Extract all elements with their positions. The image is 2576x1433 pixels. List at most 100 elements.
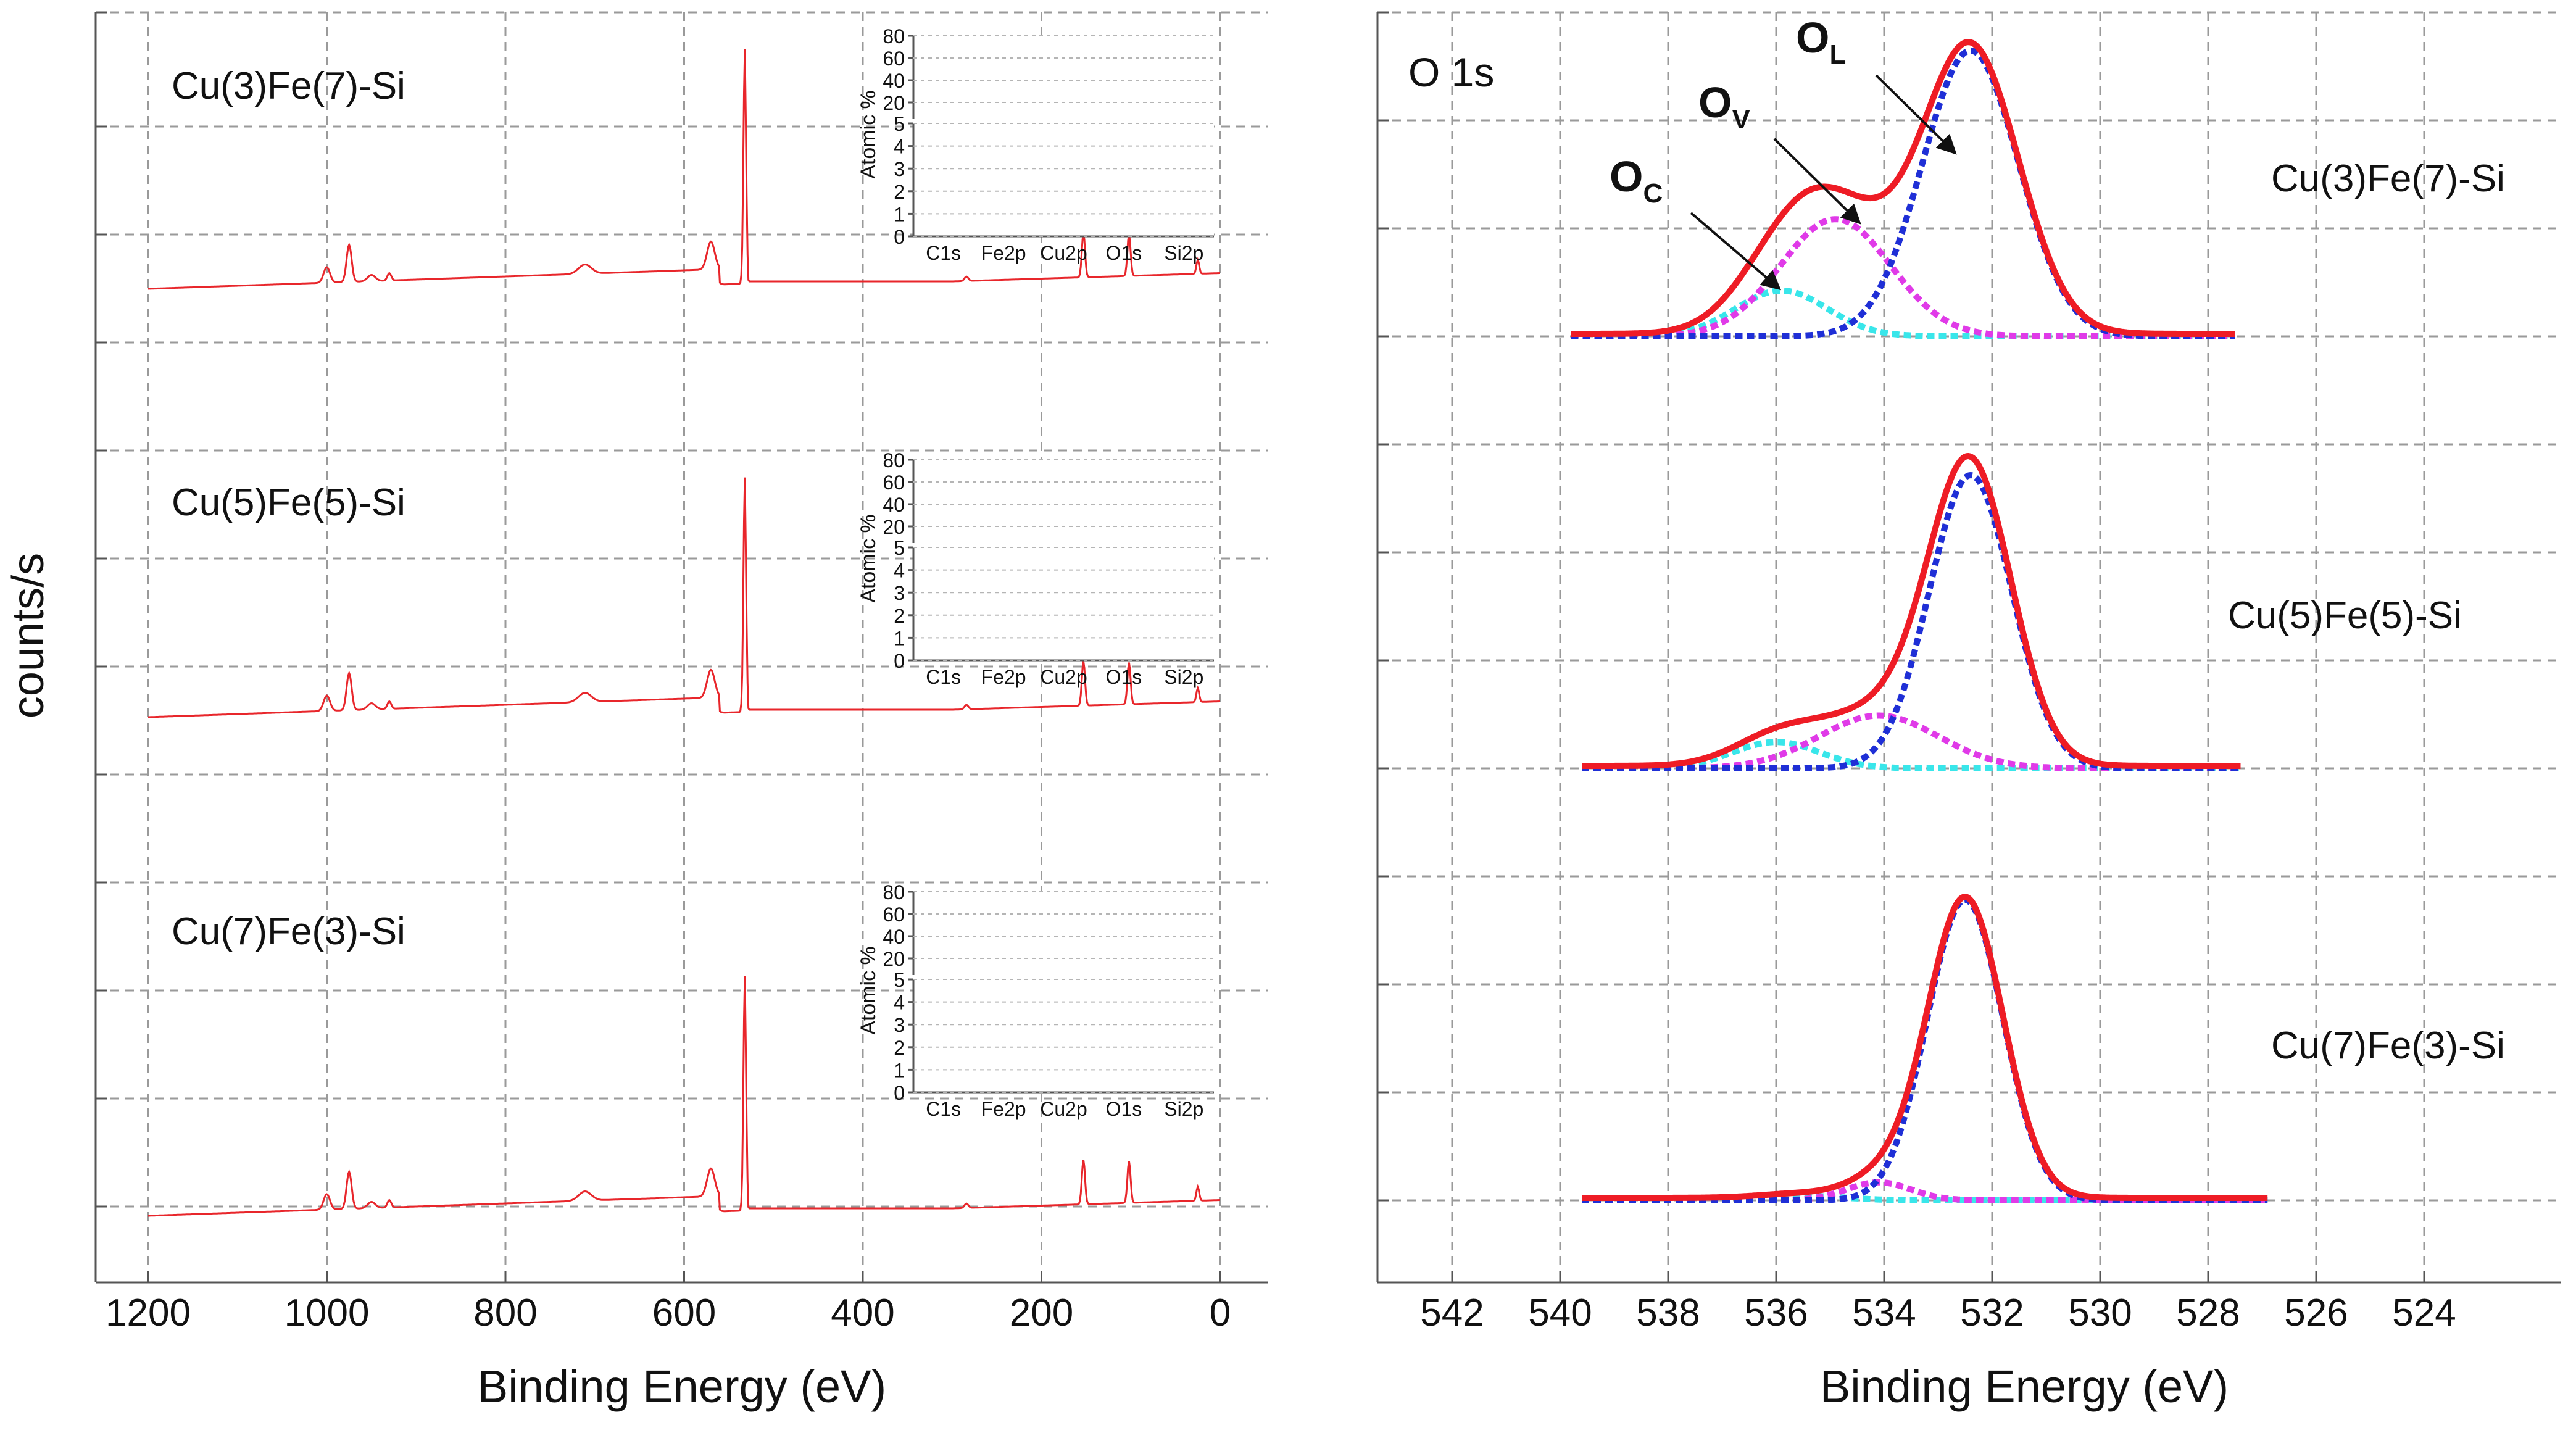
inset-y-tick-label: 20 — [883, 948, 905, 970]
inset-y-tick-label: 60 — [883, 48, 905, 70]
o1s-annotation-subscript: C — [1643, 178, 1663, 209]
o1s-component-o_c — [1582, 1192, 2268, 1203]
inset-category-label: Si2p — [1164, 242, 1203, 264]
inset-y-axis-label: Atomic % — [857, 90, 880, 179]
survey-series-label: Cu(3)Fe(7)-Si — [172, 65, 405, 107]
inset-y-tick-label: 2 — [894, 1037, 905, 1059]
inset-y-tick-label: 1 — [894, 1059, 905, 1081]
inset-category-label: C1s — [926, 666, 961, 688]
o1s-annotation-main: O — [1698, 78, 1732, 127]
inset-background — [913, 460, 1214, 660]
inset-y-tick-label: 0 — [894, 226, 905, 248]
o1s-annotation-label: OV — [1698, 78, 1750, 135]
o1s-x-tick-label: 534 — [1852, 1292, 1916, 1334]
survey-x-tick-label: 200 — [1010, 1292, 1073, 1334]
inset-y-tick-label: 60 — [883, 471, 905, 494]
survey-x-tick-label: 1000 — [285, 1292, 370, 1334]
o1s-x-tick-label: 542 — [1420, 1292, 1484, 1334]
survey-spectrum-line — [147, 49, 1220, 290]
inset-y-tick-label: 4 — [894, 992, 905, 1014]
inset-y-tick-label: 4 — [894, 136, 905, 158]
o1s-annotation-main: O — [1796, 14, 1829, 62]
inset-y-tick-label: 2 — [894, 181, 905, 203]
inset-y-tick-label: 80 — [883, 25, 905, 48]
grid-layer — [96, 11, 2561, 1282]
survey-spectrum-line — [148, 477, 1220, 718]
inset-category-label: Fe2p — [981, 1098, 1026, 1120]
inset-category-label: Cu2p — [1040, 242, 1087, 264]
o1s-panel-title: O 1s — [1408, 49, 1494, 95]
o1s-envelope-line — [1582, 452, 2241, 769]
o1s-envelope-line — [1582, 894, 2268, 1201]
inset-y-tick-label: 1 — [894, 627, 905, 649]
survey-series-label: Cu(7)Fe(3)-Si — [172, 910, 405, 953]
inset-y-tick-label: 3 — [894, 1014, 905, 1036]
inset-y-tick-label: 1 — [894, 203, 905, 225]
survey-spectrum-line — [148, 976, 1220, 1217]
survey-series-label: Cu(5)Fe(5)-Si — [172, 481, 405, 524]
o1s-annotation-label: OC — [1610, 152, 1663, 209]
inset-category-label: O1s — [1106, 666, 1142, 688]
inset-y-tick-label: 0 — [894, 1082, 905, 1104]
o1s-component-o_l — [1571, 47, 2235, 339]
inset-y-tick-label: 40 — [883, 70, 905, 92]
o1s-annotation-arrow — [1875, 74, 1957, 155]
o1s-component-o_v — [1571, 216, 2235, 339]
inset-category-label: O1s — [1106, 242, 1142, 264]
inset-category-label: C1s — [926, 242, 961, 264]
inset-y-tick-label: 60 — [883, 903, 905, 926]
o1s-annotation-arrow — [1690, 212, 1782, 291]
o1s-x-tick-label: 524 — [2392, 1292, 2456, 1334]
inset-y-tick-label: 40 — [883, 494, 905, 516]
survey-x-tick-label: 600 — [652, 1292, 716, 1334]
inset-category-label: C1s — [926, 1098, 961, 1120]
o1s-annotation-main: O — [1610, 152, 1643, 201]
o1s-envelope-line — [1571, 39, 2235, 337]
axes-layer — [94, 11, 2561, 1284]
o1s-x-axis-label: Binding Energy (eV) — [1820, 1361, 2229, 1412]
survey-x-tick-label: 1200 — [106, 1292, 191, 1334]
o1s-sample-label: Cu(3)Fe(7)-Si — [2271, 157, 2505, 200]
inset-y-tick-label: 20 — [883, 516, 905, 538]
o1s-annotation-label: OL — [1796, 14, 1846, 70]
inset-category-label: Si2p — [1164, 1098, 1203, 1120]
inset-y-axis-label: Atomic % — [857, 514, 880, 603]
inset-background — [913, 36, 1214, 236]
survey-x-tick-label: 800 — [473, 1292, 537, 1334]
o1s-sample-label: Cu(5)Fe(5)-Si — [2228, 594, 2462, 637]
inset-y-tick-label: 40 — [883, 926, 905, 948]
o1s-x-tick-label: 530 — [2068, 1292, 2132, 1334]
inset-y-tick-label: 80 — [883, 881, 905, 903]
o1s-x-tick-label: 526 — [2284, 1292, 2348, 1334]
y-axis-label: counts/s — [4, 553, 53, 718]
survey-x-tick-label: 0 — [1210, 1292, 1231, 1334]
inset-y-tick-label: 5 — [894, 537, 905, 559]
o1s-sample-label: Cu(7)Fe(3)-Si — [2271, 1024, 2505, 1067]
o1s-annotation-arrow — [1773, 138, 1861, 225]
inset-category-label: Fe2p — [981, 666, 1026, 688]
inset-y-tick-label: 3 — [894, 582, 905, 604]
inset-y-tick-label: 2 — [894, 605, 905, 627]
inset-category-label: Fe2p — [981, 242, 1026, 264]
survey-x-axis-label: Binding Energy (eV) — [478, 1361, 886, 1412]
inset-y-axis-label: Atomic % — [857, 946, 880, 1035]
inset-y-tick-label: 20 — [883, 92, 905, 114]
o1s-x-tick-label: 538 — [1636, 1292, 1700, 1334]
inset-category-label: Cu2p — [1040, 1098, 1087, 1120]
inset-y-tick-label: 3 — [894, 158, 905, 180]
inset-y-tick-label: 80 — [883, 449, 905, 471]
inset-y-tick-label: 4 — [894, 560, 905, 582]
inset-background — [913, 892, 1214, 1092]
o1s-x-tick-label: 532 — [1960, 1292, 2024, 1334]
inset-y-tick-label: 5 — [894, 969, 905, 991]
o1s-x-tick-label: 536 — [1744, 1292, 1808, 1334]
survey-x-tick-label: 400 — [831, 1292, 894, 1334]
inset-y-tick-label: 0 — [894, 650, 905, 672]
o1s-annotation-subscript: L — [1829, 39, 1846, 70]
inset-category-label: Si2p — [1164, 666, 1203, 688]
o1s-x-tick-label: 540 — [1528, 1292, 1592, 1334]
inset-y-tick-label: 5 — [894, 113, 905, 135]
inset-category-label: O1s — [1106, 1098, 1142, 1120]
inset-category-label: Cu2p — [1040, 666, 1087, 688]
